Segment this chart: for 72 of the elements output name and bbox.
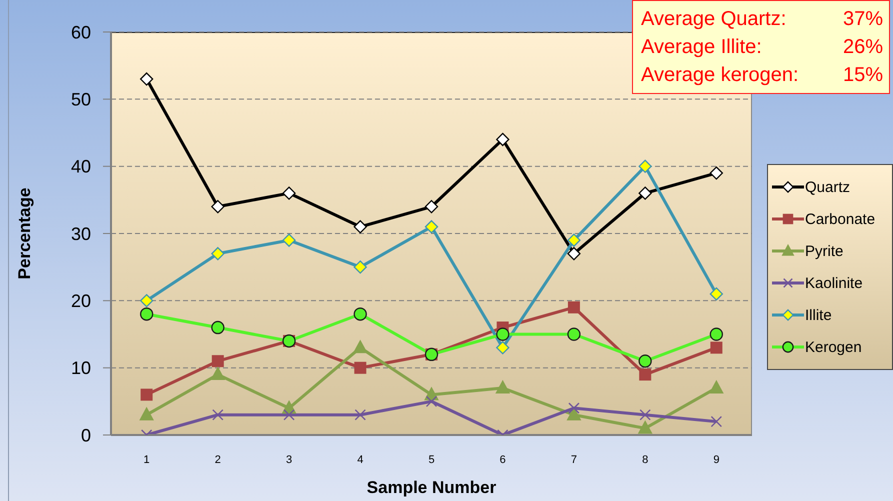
point [354,260,367,274]
y-tick-label: 60 [70,22,91,42]
x-tick-label: 2 [214,454,221,466]
point [638,354,652,368]
point [212,409,224,420]
x-axis-title: Sample Number [366,478,497,497]
x-tick-label: 4 [357,454,364,466]
x-tick-label: 3 [286,454,292,466]
point [282,186,296,200]
point [567,328,581,341]
point [638,160,652,173]
x-tick-label: 5 [428,454,435,466]
point [210,367,225,380]
y-tick-label: 10 [70,358,91,378]
y-tick-label: 40 [70,156,91,177]
point [283,409,295,420]
point [140,294,154,308]
legend-label: Kerogen [805,338,862,356]
point [709,380,724,394]
point [353,340,368,354]
point [211,247,224,260]
point [211,320,224,334]
point [496,380,510,394]
x-tick-label: 8 [642,454,648,466]
point [140,72,154,86]
point [140,388,153,401]
point [140,407,154,420]
point [354,308,367,321]
point [426,396,438,408]
point [424,220,438,234]
point [496,132,510,146]
point [639,368,652,381]
y-tick-label: 50 [70,90,91,110]
point [567,234,581,247]
point [140,308,154,321]
legend-label: Illite [805,306,832,324]
point [282,234,296,247]
point [710,328,723,341]
legend-label: Carbonate [805,210,876,228]
y-tick-label: 0 [80,425,91,446]
point [710,166,723,180]
point [568,402,580,414]
point [710,342,722,354]
point [567,247,581,260]
point [496,341,510,354]
point [638,420,652,434]
x-tick-label: 6 [500,454,506,466]
point [566,407,581,420]
legend-label: Kaolinite [805,274,863,292]
point [354,362,366,374]
text: Average Quartz: 37% [641,8,883,30]
x-tick-label: 1 [144,454,150,466]
y-axis-title: Percentage [15,188,34,280]
point [710,287,723,301]
text: Average kerogen: 15% [641,64,883,86]
point [354,409,366,420]
x-tick-label: 9 [713,454,720,466]
legend-label: Pyrite [805,242,844,260]
point [212,355,224,368]
point [496,328,510,341]
y-tick-label: 20 [70,291,91,312]
point [424,200,438,214]
point [640,409,651,420]
legend-label: Quartz [805,178,850,196]
text: Average Illite: 26% [641,36,883,58]
point [211,200,224,214]
point [638,186,652,200]
point [354,220,367,234]
point [568,301,580,314]
x-tick-label: 7 [570,454,578,466]
y-tick-label: 30 [70,224,91,244]
point [710,416,722,428]
